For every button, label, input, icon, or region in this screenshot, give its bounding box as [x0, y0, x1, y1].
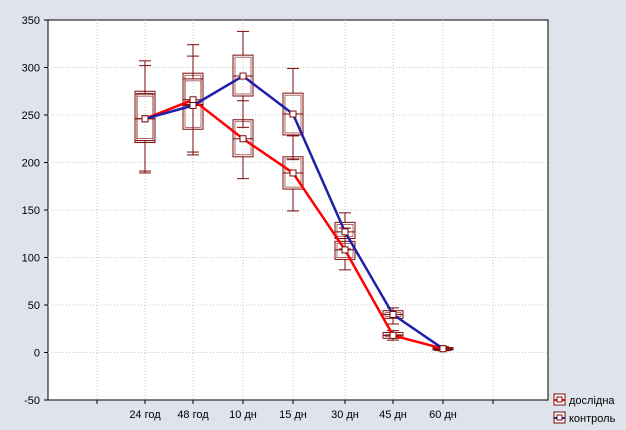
box [334, 221, 356, 240]
mean-point [141, 115, 149, 123]
mean-point [389, 331, 397, 339]
legend-label: контроль [569, 413, 616, 425]
y-tick-label: -50 [24, 395, 40, 407]
series-lines [141, 72, 447, 353]
box-inner [336, 224, 354, 237]
mean-point [189, 102, 197, 109]
legend: дослідна контроль [553, 393, 616, 425]
x-tick-label: 24 год [129, 409, 161, 421]
x-tick-label: 45 дн [379, 409, 407, 421]
x-tick-label: 30 дн [331, 409, 359, 421]
mean-point [389, 311, 397, 318]
x-tick-label: 48 год [177, 409, 209, 421]
mean-point [289, 110, 297, 118]
mean-point [341, 246, 349, 254]
y-tick-label: 200 [22, 158, 40, 170]
mean-point [439, 345, 447, 353]
x-axis-ticks: 24 год 48 год 10 дн 15 дн 30 дн 45 дн 60 дн [96, 400, 494, 421]
x-tick-label: 10 дн [229, 409, 257, 421]
y-tick-label: 150 [22, 205, 40, 217]
y-tick-label: 0 [34, 348, 40, 360]
mean-point [239, 72, 247, 80]
y-tick-label: 300 [22, 63, 40, 75]
legend-label: дослідна [569, 395, 615, 407]
y-tick-label: 100 [22, 253, 40, 265]
x-tick-label: 60 дн [429, 409, 457, 421]
mean-point [289, 169, 297, 177]
y-tick-label: 350 [22, 15, 40, 27]
mean-point [341, 228, 349, 236]
mean-point [239, 135, 247, 143]
mean-point [189, 96, 197, 104]
legend-swatch-marker [556, 396, 563, 403]
y-tick-label: 50 [28, 300, 40, 312]
x-tick-label: 15 дн [279, 409, 307, 421]
y-axis-ticks: -50 0 50 100 150 200 250 300 350 [22, 15, 48, 407]
legend-swatch-marker [556, 414, 563, 421]
y-tick-label: 250 [22, 110, 40, 122]
